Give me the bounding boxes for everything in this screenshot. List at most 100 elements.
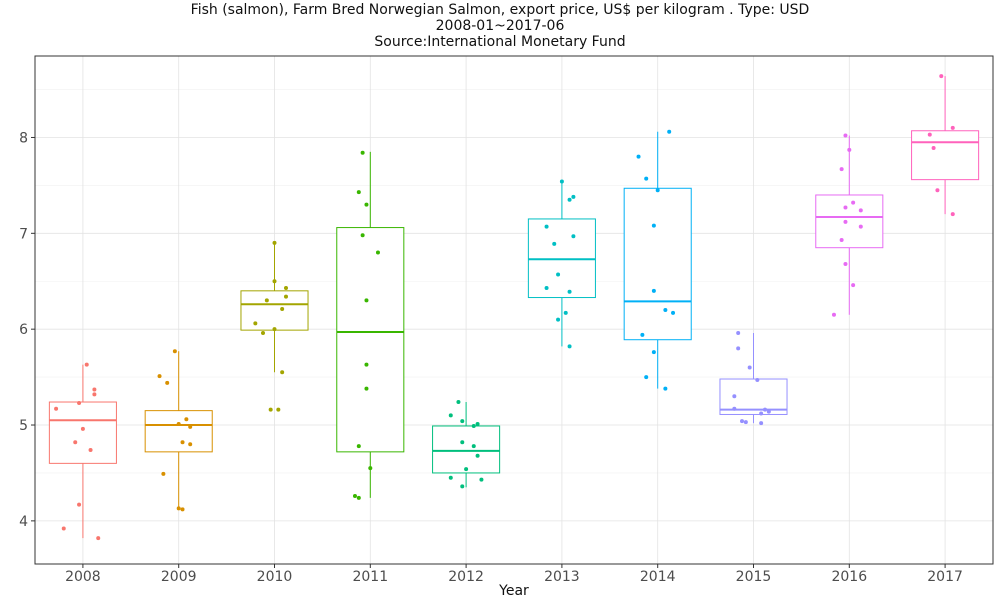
data-point xyxy=(858,224,863,229)
data-point xyxy=(567,344,572,349)
data-point xyxy=(563,310,568,315)
data-point xyxy=(165,380,170,385)
data-point xyxy=(253,321,258,326)
chart-source: Source:International Monetary Fund xyxy=(374,34,626,50)
data-point xyxy=(280,370,285,375)
data-point xyxy=(843,133,848,138)
data-point xyxy=(475,422,480,427)
data-point xyxy=(180,507,185,512)
data-point xyxy=(460,419,465,424)
data-point xyxy=(88,447,93,452)
data-point xyxy=(950,212,955,217)
data-point xyxy=(96,536,101,541)
data-point xyxy=(851,200,856,205)
data-point xyxy=(667,129,672,134)
data-point xyxy=(352,493,357,498)
plot-panel xyxy=(35,56,993,564)
data-point xyxy=(571,234,576,239)
data-point xyxy=(736,331,741,336)
box-iqr xyxy=(336,227,405,453)
data-point xyxy=(356,190,361,195)
data-point xyxy=(839,167,844,172)
data-point xyxy=(276,407,281,412)
data-point xyxy=(644,176,649,181)
data-point xyxy=(360,233,365,238)
data-point xyxy=(950,125,955,130)
data-point xyxy=(77,502,82,507)
data-point xyxy=(671,310,676,315)
data-point xyxy=(364,298,369,303)
x-axis-title: Year xyxy=(498,583,529,599)
data-point xyxy=(839,238,844,243)
data-point xyxy=(176,506,181,511)
y-tick-label: 6 xyxy=(19,322,28,338)
data-point xyxy=(456,400,461,405)
x-tick-label: 2012 xyxy=(448,569,484,585)
data-point xyxy=(360,150,365,155)
data-point xyxy=(471,423,476,428)
box-iqr xyxy=(432,425,501,474)
data-point xyxy=(636,154,641,159)
data-point xyxy=(460,440,465,445)
data-point xyxy=(831,312,836,317)
data-point xyxy=(851,283,856,288)
data-point xyxy=(544,224,549,229)
y-tick-label: 7 xyxy=(19,226,28,242)
data-point xyxy=(180,440,185,445)
data-point xyxy=(448,413,453,418)
data-point xyxy=(272,240,277,245)
data-point xyxy=(759,421,764,426)
jitter-points-layer xyxy=(54,74,955,541)
data-point xyxy=(651,350,656,355)
data-point xyxy=(176,422,181,427)
data-point xyxy=(73,440,78,445)
data-point xyxy=(364,202,369,207)
box-2014 xyxy=(623,131,692,389)
data-point xyxy=(61,526,66,531)
chart-subtitle: 2008-01~2017-06 xyxy=(435,18,565,34)
data-point xyxy=(268,407,273,412)
data-point xyxy=(92,387,97,392)
data-point xyxy=(280,307,285,312)
data-point xyxy=(460,484,465,489)
box-iqr xyxy=(815,194,884,249)
x-tick-label: 2011 xyxy=(352,569,388,585)
data-point xyxy=(283,294,288,299)
data-point xyxy=(188,424,193,429)
data-point xyxy=(364,386,369,391)
data-point xyxy=(157,374,162,379)
data-point xyxy=(651,223,656,228)
data-point xyxy=(188,442,193,447)
y-tick-label: 5 xyxy=(19,418,28,434)
box-iqr xyxy=(144,410,213,453)
data-point xyxy=(663,308,668,312)
x-tick-label: 2010 xyxy=(257,569,293,585)
box-2012 xyxy=(432,402,501,488)
x-tick-label: 2014 xyxy=(640,569,676,585)
data-point xyxy=(567,197,572,202)
box-2015 xyxy=(719,333,788,424)
data-point xyxy=(663,386,668,391)
box-2016 xyxy=(815,135,884,315)
data-point xyxy=(475,453,480,458)
data-point xyxy=(843,261,848,266)
data-point xyxy=(556,317,561,322)
data-point xyxy=(567,289,572,294)
data-point xyxy=(732,406,737,411)
data-point xyxy=(92,392,97,397)
data-point xyxy=(858,208,863,213)
data-point xyxy=(640,332,645,337)
data-point xyxy=(77,400,82,405)
data-point xyxy=(740,419,745,424)
box-2013 xyxy=(527,181,596,347)
data-point xyxy=(743,420,748,425)
data-point xyxy=(847,147,852,152)
box-2009 xyxy=(144,351,213,510)
data-point xyxy=(368,466,373,471)
data-point xyxy=(54,406,59,411)
data-point xyxy=(161,471,166,476)
data-point xyxy=(556,272,561,277)
chart-title: Fish (salmon), Farm Bred Norwegian Salmo… xyxy=(190,2,810,18)
x-tick-label: 2009 xyxy=(161,569,197,585)
box-iqr xyxy=(911,130,980,181)
